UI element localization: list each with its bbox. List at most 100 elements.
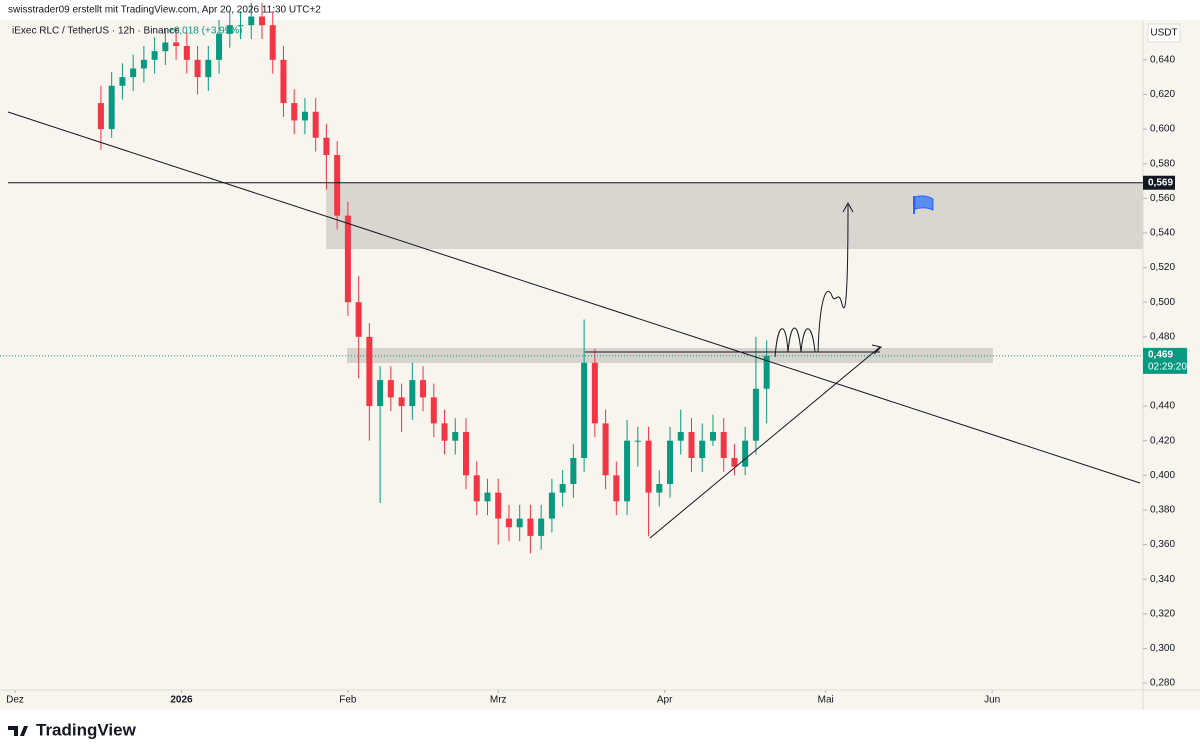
candle-body [463, 432, 470, 476]
candle-body [645, 440, 652, 493]
y-tick-label: 0,620 [1150, 89, 1175, 100]
x-tick-label: Feb [339, 695, 357, 706]
candle-body [699, 440, 706, 459]
price-level-tag [1143, 175, 1175, 190]
candle-body [130, 68, 137, 78]
y-tick-label: 0,340 [1150, 574, 1175, 585]
y-tick-label: 0,360 [1150, 539, 1175, 550]
candle-body [688, 432, 695, 459]
candle-body [108, 85, 115, 130]
y-axis: 0,280 0,300 0,320 0,340 0,360 0,380 0,400 0,420… [1143, 54, 1175, 689]
candles [97, 2, 770, 554]
x-tick-label: Dez [6, 695, 24, 706]
change: +0,018 (+3,99%) [168, 26, 243, 37]
candle-body [624, 440, 631, 502]
candle-body [216, 33, 223, 60]
candle-body [430, 397, 437, 424]
y-tick-label: 0,380 [1150, 505, 1175, 516]
candle-body [731, 458, 738, 467]
y-tick-label: 0,520 [1150, 262, 1175, 273]
candle-body [97, 103, 104, 130]
currency-box [1147, 23, 1181, 43]
price-level-label: 0,569 [1148, 177, 1173, 188]
candle-body [591, 362, 598, 424]
candle-body [355, 302, 362, 337]
candle-body [752, 388, 759, 441]
candle-body [667, 440, 674, 484]
candle-body [258, 16, 265, 26]
last-price-label: 0,469 [1148, 350, 1173, 361]
candle-body [119, 77, 126, 86]
trendline [7, 111, 1141, 484]
candle-body [742, 440, 749, 467]
candle-body [280, 59, 287, 104]
candle-body [420, 380, 427, 398]
candle-body [226, 25, 233, 34]
x-tick-label: Jun [984, 695, 1000, 706]
candle-body [709, 432, 716, 441]
last-price-tag [1143, 347, 1187, 374]
candle-body [151, 51, 158, 60]
symbol-title: iExec RLC / TetherUS · 12h · Binance [12, 26, 180, 37]
candle-body [173, 42, 180, 46]
plot-background [0, 20, 1200, 710]
y-tick-label: 0,480 [1150, 331, 1175, 342]
candle-body [559, 483, 566, 493]
candle-body [162, 42, 169, 52]
x-tick-label: 2026 [170, 695, 193, 706]
y-tick-label: 0,440 [1150, 401, 1175, 412]
candle-body [570, 458, 577, 484]
credit: swisstrader09 erstellt mit TradingView.c… [8, 5, 321, 16]
arrow-head [871, 344, 882, 355]
candle-body [291, 103, 298, 121]
candle-body [183, 45, 190, 60]
candle-body [581, 362, 588, 459]
candle-body [205, 59, 212, 78]
candle-body [538, 518, 545, 536]
candle-body [677, 432, 684, 441]
resistance-zone [326, 183, 1143, 249]
logo-text: TradingView [36, 720, 137, 739]
y-tick-label: 0,580 [1150, 158, 1175, 169]
y-tick-label: 0,280 [1150, 678, 1175, 689]
candle-body [441, 423, 448, 441]
candle-body [366, 336, 373, 407]
candle-body [527, 518, 534, 536]
y-tick-label: 0,300 [1150, 643, 1175, 654]
projection-path [774, 204, 849, 358]
candle-body [409, 380, 416, 407]
x-tick-label: Mai [818, 695, 834, 706]
flag-icon [913, 195, 934, 214]
y-tick-label: 0,600 [1150, 124, 1175, 135]
x-tick-label: Mrz [490, 695, 507, 706]
y-tick-label: 0,400 [1150, 470, 1175, 481]
y-tick-label: 0,640 [1150, 54, 1175, 65]
candle-body [140, 59, 147, 69]
candle-body [484, 492, 491, 502]
countdown: 02:29:20 [1148, 362, 1187, 373]
candle-body [516, 518, 523, 528]
candle-body [312, 111, 319, 138]
candle-body [387, 380, 394, 398]
currency: USDT [1150, 28, 1177, 39]
x-tick-label: Apr [657, 695, 673, 706]
candle-body [634, 440, 641, 442]
candle-body [613, 475, 620, 502]
logo: TradingView [8, 720, 137, 739]
candle-body [344, 215, 351, 303]
y-tick-label: 0,560 [1150, 193, 1175, 204]
y-tick-label: 0,500 [1150, 297, 1175, 308]
candle-body [473, 475, 480, 502]
candle-body [763, 355, 770, 389]
candle-body [377, 380, 384, 407]
candle-body [237, 25, 244, 27]
candle-body [505, 518, 512, 528]
candle-body [248, 16, 255, 26]
candle-body [398, 397, 405, 407]
support-line [649, 346, 881, 539]
candle-body [194, 59, 201, 78]
candle-body [334, 155, 341, 216]
candle-body [656, 483, 663, 493]
